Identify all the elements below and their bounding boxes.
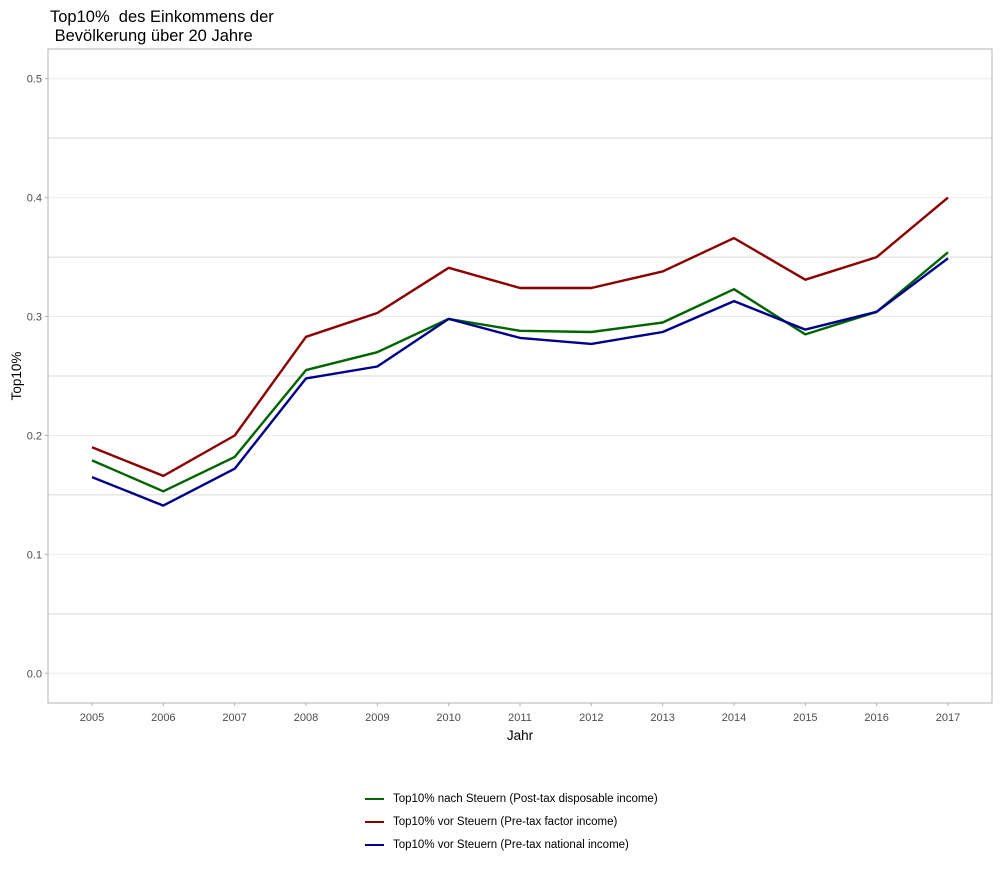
legend-label: Top10% nach Steuern (Post-tax disposable… (393, 792, 658, 805)
x-tick-label: 2005 (80, 712, 104, 724)
y-tick-label: 0.0 (27, 668, 42, 680)
x-tick-label: 2014 (722, 712, 746, 724)
x-tick-label: 2010 (436, 712, 460, 724)
legend-label: Top10% vor Steuern (Pre-tax factor incom… (393, 815, 618, 828)
x-tick-label: 2011 (508, 712, 532, 724)
series-line-2 (91, 196, 949, 478)
x-tick-label: 2016 (864, 712, 888, 724)
legend-item: Top10% vor Steuern (Pre-tax factor incom… (365, 810, 658, 833)
x-axis-title: Jahr (507, 728, 534, 743)
legend-swatch (365, 820, 384, 823)
chart-title: Top10% des Einkommens der Bevölkerung üb… (50, 8, 274, 45)
grid-lines (48, 78, 992, 674)
legend-swatch (365, 843, 384, 846)
x-tick-label: 2017 (936, 712, 960, 724)
x-tick-label: 2007 (222, 712, 246, 724)
x-tick-label: 2008 (294, 712, 318, 724)
legend-item: Top10% nach Steuern (Post-tax disposable… (365, 787, 658, 810)
y-tick-label: 0.1 (27, 549, 42, 561)
series-line-1 (91, 251, 949, 493)
x-tick-label: 2006 (151, 712, 175, 724)
legend-label: Top10% vor Steuern (Pre-tax national inc… (393, 838, 629, 851)
y-axis-title: Top10% (9, 352, 24, 401)
y-tick-label: 0.4 (27, 193, 42, 205)
series-lines (91, 196, 949, 507)
legend-swatch (365, 797, 384, 800)
y-tick-label: 0.5 (27, 74, 42, 86)
x-tick-label: 2012 (579, 712, 603, 724)
x-tick-label: 2009 (365, 712, 389, 724)
x-tick-label: 2013 (650, 712, 674, 724)
y-tick-label: 0.3 (27, 312, 42, 324)
axes: 0.0 0.1 0.2 0.3 0.4 0.5 2005 2006 2007 2008 2009 20… (27, 74, 961, 724)
legend: Top10% nach Steuern (Post-tax disposable… (365, 787, 658, 856)
legend-item: Top10% vor Steuern (Pre-tax national inc… (365, 833, 658, 856)
x-tick-label: 2015 (793, 712, 817, 724)
y-tick-label: 0.2 (27, 430, 42, 442)
series-line-3 (91, 257, 949, 507)
